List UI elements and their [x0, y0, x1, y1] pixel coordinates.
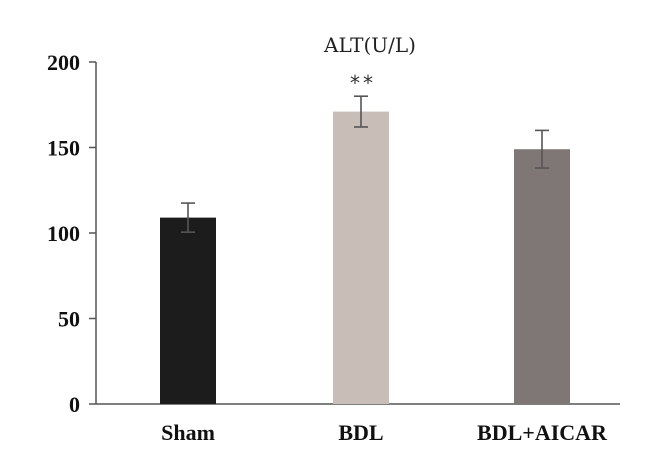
y-tick-label: 200: [47, 50, 80, 75]
chart-title: ALT(U/L): [323, 33, 416, 57]
y-tick-label: 0: [69, 392, 80, 417]
x-tick-label: Sham: [161, 420, 215, 445]
significance-marker: **: [350, 71, 376, 95]
y-tick-label: 50: [58, 307, 80, 332]
bar-sham: [160, 217, 216, 404]
y-tick-label: 100: [47, 221, 80, 246]
x-tick-label: BDL+AICAR: [477, 420, 608, 445]
bar-bdl: [333, 111, 389, 404]
bar-bdl-aicar: [514, 149, 570, 404]
x-tick-label: BDL: [338, 420, 383, 445]
y-tick-label: 150: [47, 136, 80, 161]
